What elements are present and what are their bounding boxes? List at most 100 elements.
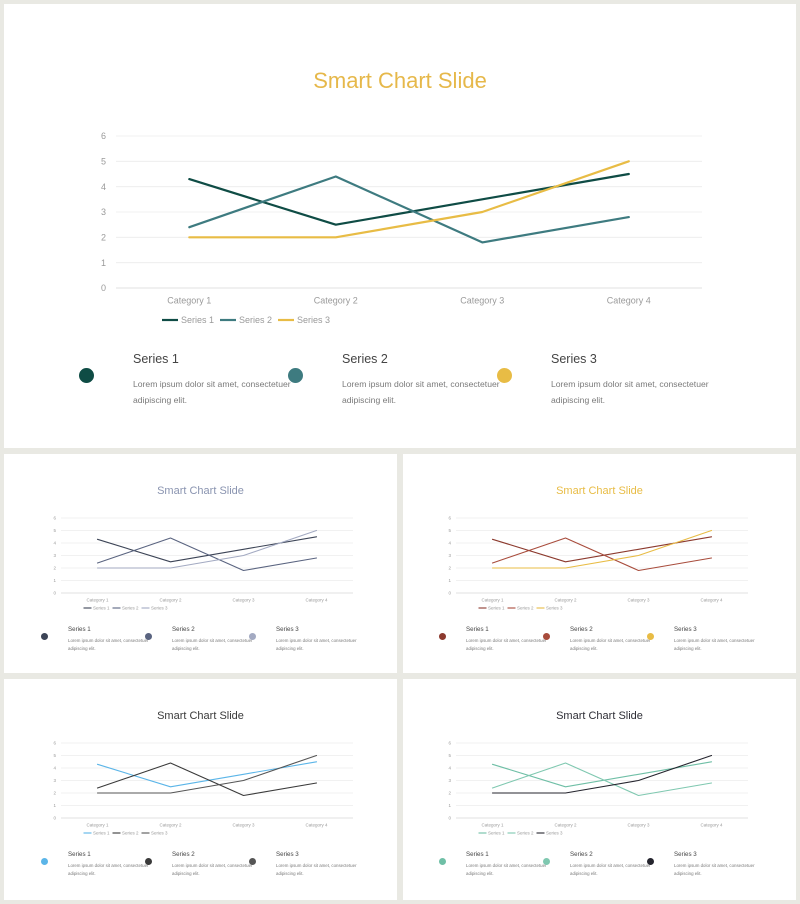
series-1-dot — [439, 633, 446, 640]
legend-label: Series 2 — [517, 831, 534, 836]
series-2-dot — [288, 368, 303, 383]
y-tick-label: 5 — [101, 156, 106, 166]
description-text: Lorem ipsum dolor sit amet, consectetuer… — [172, 638, 253, 651]
series-2-dot — [543, 858, 550, 865]
series-1-dot — [439, 858, 446, 865]
description-text: Lorem ipsum dolor sit amet, consectetuer… — [342, 379, 500, 405]
series-3-dot — [647, 633, 654, 640]
series-2-dot — [145, 633, 152, 640]
series-3-dot — [497, 368, 512, 383]
description-title: Series 3 — [276, 626, 299, 633]
line-chart: 0 1 2 3 4 5 6 Category 1 Category 2 Category 3 Cat… — [448, 741, 748, 836]
legend-label: Series 2 — [122, 831, 139, 836]
description-title: Series 2 — [570, 851, 593, 858]
y-tick-label: 3 — [53, 553, 56, 558]
y-tick-label: 1 — [53, 803, 56, 808]
series-3-dot — [249, 633, 256, 640]
series-1-dot — [41, 858, 48, 865]
y-tick-label: 0 — [53, 816, 56, 821]
x-tick-label: Category 4 — [305, 822, 328, 827]
description-title: Series 2 — [172, 851, 195, 858]
description-text: Lorem ipsum dolor sit amet, consectetuer… — [570, 863, 651, 876]
description-text: Lorem ipsum dolor sit amet, consectetuer… — [674, 638, 755, 651]
description-text: Lorem ipsum dolor sit amet, consectetuer… — [276, 638, 357, 651]
slide-main: Smart Chart Slide 0 1 2 3 4 5 6 Category 1 Categ… — [4, 4, 796, 448]
y-tick-label: 2 — [448, 791, 451, 796]
y-tick-label: 2 — [53, 566, 56, 571]
x-tick-label: Category 4 — [700, 597, 723, 602]
series-1-line — [491, 761, 713, 788]
y-tick-label: 3 — [53, 778, 56, 783]
slide-title: Smart Chart Slide — [556, 710, 643, 722]
y-tick-label: 5 — [448, 528, 451, 533]
legend-label: Series 2 — [517, 606, 534, 611]
y-tick-label: 2 — [53, 791, 56, 796]
y-tick-label: 4 — [53, 541, 56, 546]
description-text: Lorem ipsum dolor sit amet, consectetuer… — [68, 638, 149, 651]
series-1-line — [188, 172, 630, 226]
x-tick-label: Category 3 — [460, 296, 504, 306]
x-tick-label: Category 1 — [481, 597, 504, 602]
legend-label: Series 1 — [488, 606, 505, 611]
series-2-dot — [543, 633, 550, 640]
line-chart: 0 1 2 3 4 5 6 Category 1 Category 2 Category 3 Cat… — [101, 131, 702, 325]
description-text: Lorem ipsum dolor sit amet, consectetuer… — [466, 638, 547, 651]
legend-label: Series 1 — [93, 606, 110, 611]
y-tick-label: 2 — [448, 566, 451, 571]
slide-title: Smart Chart Slide — [556, 485, 643, 497]
series-3-line — [96, 754, 318, 794]
description-title: Series 1 — [466, 626, 489, 633]
x-tick-label: Category 1 — [167, 296, 211, 306]
description-title: Series 1 — [133, 352, 179, 366]
series-3-line — [491, 754, 713, 794]
x-tick-label: Category 2 — [314, 296, 358, 306]
description-title: Series 1 — [68, 626, 91, 633]
y-tick-label: 0 — [53, 591, 56, 596]
x-tick-label: Category 3 — [627, 822, 650, 827]
slide-title: Smart Chart Slide — [313, 68, 487, 93]
description-title: Series 3 — [674, 626, 697, 633]
y-tick-label: 4 — [448, 541, 451, 546]
y-tick-label: 3 — [101, 207, 106, 217]
y-tick-label: 4 — [53, 766, 56, 771]
description-title: Series 2 — [570, 626, 593, 633]
series-1-line — [96, 761, 318, 788]
description-text: Lorem ipsum dolor sit amet, consectetuer… — [276, 863, 357, 876]
description-title: Series 3 — [551, 352, 597, 366]
series-2-dot — [145, 858, 152, 865]
description-text: Lorem ipsum dolor sit amet, consectetuer… — [551, 379, 709, 405]
description-text: Lorem ipsum dolor sit amet, consectetuer… — [466, 863, 547, 876]
y-tick-label: 3 — [448, 778, 451, 783]
slide-title: Smart Chart Slide — [157, 710, 244, 722]
x-tick-label: Category 1 — [86, 597, 109, 602]
x-tick-label: Category 2 — [554, 822, 577, 827]
y-tick-label: 6 — [448, 516, 451, 521]
series-3-dot — [647, 858, 654, 865]
y-tick-label: 3 — [448, 553, 451, 558]
y-tick-label: 6 — [101, 131, 106, 141]
slide-variant-sky-charcoal: Smart Chart Slide 0 1 2 3 4 5 6 Category 1 Categ… — [4, 679, 397, 900]
legend-label: Series 3 — [546, 831, 563, 836]
slide-variant-rust-gold: Smart Chart Slide 0 1 2 3 4 5 6 Category 1 Categ… — [403, 454, 796, 673]
legend-label: Series 3 — [151, 606, 168, 611]
y-tick-label: 1 — [101, 258, 106, 268]
legend-label: Series 3 — [546, 606, 563, 611]
line-chart: 0 1 2 3 4 5 6 Category 1 Category 2 Category 3 Cat… — [448, 516, 748, 611]
x-tick-label: Category 3 — [627, 597, 650, 602]
y-tick-label: 4 — [101, 182, 106, 192]
y-tick-label: 0 — [101, 283, 106, 293]
series-2-line — [188, 175, 630, 244]
y-tick-label: 5 — [448, 753, 451, 758]
description-text: Lorem ipsum dolor sit amet, consectetuer… — [570, 638, 651, 651]
x-tick-label: Category 2 — [554, 597, 577, 602]
legend-label: Series 2 — [239, 315, 272, 325]
legend-label: Series 3 — [151, 831, 168, 836]
y-tick-label: 6 — [53, 516, 56, 521]
description-title: Series 2 — [342, 352, 388, 366]
line-chart: 0 1 2 3 4 5 6 Category 1 Category 2 Category 3 Cat… — [53, 516, 353, 611]
series-1-dot — [41, 633, 48, 640]
x-tick-label: Category 2 — [159, 822, 182, 827]
y-tick-label: 0 — [448, 591, 451, 596]
legend-label: Series 1 — [93, 831, 110, 836]
x-tick-label: Category 4 — [700, 822, 723, 827]
